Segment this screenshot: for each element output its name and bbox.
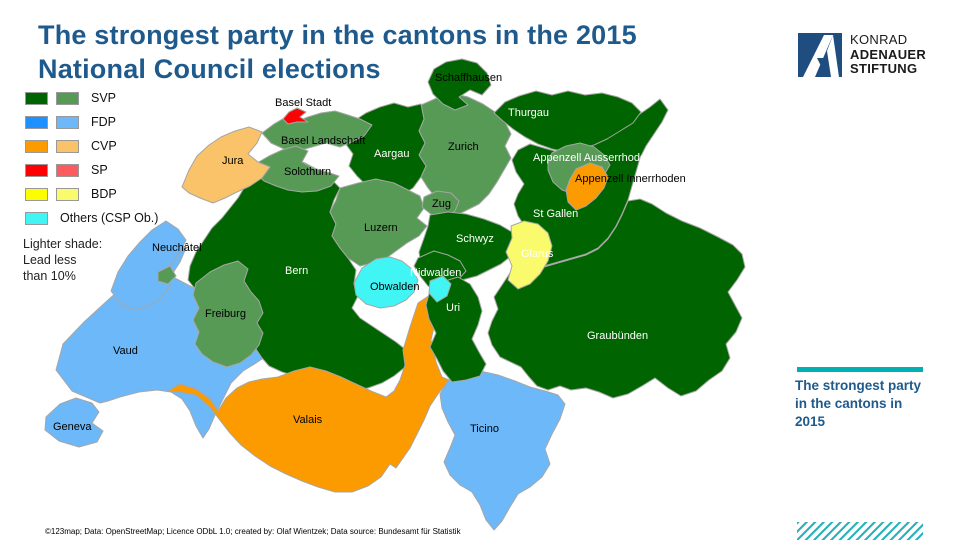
canton-label-geneva: Geneva — [53, 421, 92, 433]
legend-swatch-light — [56, 115, 79, 129]
legend-note-line2: Lead less — [23, 253, 77, 267]
party-legend: SVP FDP CVP SP BDP Others (CSP Ob.) — [25, 91, 158, 235]
legend-swatch-dark — [25, 211, 48, 225]
canton-label-thurgau: Thurgau — [508, 107, 549, 119]
canton-basel_stadt — [282, 107, 309, 125]
canton-label-nidwalden: Nidwalden — [410, 267, 461, 279]
canton-ticino — [439, 370, 566, 531]
canton-glarus — [505, 220, 553, 290]
canton-label-aargau: Aargau — [374, 148, 409, 160]
kas-logo: KONRAD ADENAUER STIFTUNG — [798, 32, 927, 77]
canton-label-graubunden: Graubünden — [587, 330, 648, 342]
canton-label-ticino: Ticino — [470, 423, 499, 435]
legend-row-3: SP — [25, 163, 158, 177]
canton-label-bern: Bern — [285, 265, 308, 277]
legend-label: SP — [91, 163, 108, 177]
legend-row-0: SVP — [25, 91, 158, 105]
legend-label: CVP — [91, 139, 117, 153]
canton-label-zurich: Zurich — [448, 141, 479, 153]
canton-obwalden — [353, 256, 419, 309]
canton-graubunden — [487, 198, 746, 399]
legend-label: SVP — [91, 91, 117, 105]
legend-swatch-dark — [25, 163, 48, 177]
legend-label: Others (CSP Ob.) — [60, 211, 159, 225]
legend-swatch-light — [56, 163, 79, 177]
canton-label-basel_stadt: Basel Stadt — [275, 97, 331, 109]
legend-row-2: CVP — [25, 139, 158, 153]
canton-label-solothurn: Solothurn — [284, 166, 331, 178]
legend-note: Lighter shade: Lead less than 10% — [23, 236, 102, 284]
canton-thurgau — [493, 90, 642, 153]
canton-label-jura: Jura — [222, 155, 244, 167]
legend-swatch-dark — [25, 187, 48, 201]
canton-label-zug: Zug — [432, 198, 451, 210]
canton-label-valais: Valais — [293, 414, 323, 426]
canton-label-uri: Uri — [446, 302, 460, 314]
kas-logo-text: KONRAD ADENAUER STIFTUNG — [850, 32, 927, 77]
canton-label-freiburg: Freiburg — [205, 308, 246, 320]
legend-swatch-dark — [25, 115, 48, 129]
canton-solothurn — [253, 145, 340, 193]
logo-line-konrad: KONRAD — [850, 32, 908, 47]
legend-label: BDP — [91, 187, 117, 201]
legend-note-line3: than 10% — [23, 269, 76, 283]
canton-label-neuchatel: Neuchâtel — [152, 242, 202, 254]
legend-swatch-light — [56, 187, 79, 201]
kas-logo-mark-icon — [798, 33, 842, 77]
canton-schaffhausen — [427, 58, 492, 111]
sidebar-accent-bar — [797, 367, 923, 372]
canton-geneva — [44, 397, 104, 448]
legend-swatch-dark — [25, 91, 48, 105]
sidebar-hatch-decoration — [797, 522, 923, 540]
legend-note-line1: Lighter shade: — [23, 237, 103, 251]
canton-appenzell_ai — [565, 162, 609, 211]
page-title: The strongest party in the cantons in th… — [38, 18, 637, 86]
canton-label-schwyz: Schwyz — [456, 233, 494, 245]
canton-neuchatel — [110, 220, 187, 311]
logo-line-stiftung: STIFTUNG — [850, 61, 918, 76]
canton-label-vaud: Vaud — [113, 345, 138, 357]
page-title-line1: The strongest party in the cantons in th… — [38, 20, 637, 50]
legend-label: FDP — [91, 115, 116, 129]
legend-swatch-dark — [25, 139, 48, 153]
canton-jura — [181, 126, 271, 204]
canton-luzern — [329, 178, 428, 267]
canton-label-appenzell_ai: Appenzell Innerrhoden — [575, 173, 686, 185]
canton-label-appenzell_ar: Appenzell Ausserrhoden — [533, 152, 652, 164]
legend-row-1: FDP — [25, 115, 158, 129]
canton-label-schaffhausen: Schaffhausen — [435, 72, 502, 84]
logo-line-adenauer: ADENAUER — [850, 46, 927, 62]
canton-zug — [421, 190, 460, 218]
canton-label-basel_landschaft: Basel Landschaft — [281, 135, 365, 147]
legend-swatch-light — [56, 139, 79, 153]
canton-valais — [167, 294, 450, 493]
legend-row-4: BDP — [25, 187, 158, 201]
canton-freiburg — [157, 265, 177, 285]
sidebar-heading: The strongest party in the cantons in 20… — [795, 378, 922, 429]
canton-label-luzern: Luzern — [364, 222, 398, 234]
legend-swatch-light — [56, 91, 79, 105]
canton-label-glarus: Glarus — [521, 248, 554, 260]
canton-freiburg — [192, 260, 264, 368]
page-title-line2: National Council elections — [38, 54, 381, 84]
canton-label-obwalden: Obwalden — [370, 281, 420, 293]
canton-obwalden — [428, 275, 452, 303]
map-attribution: ©123map; Data: OpenStreetMap; Licence OD… — [45, 527, 461, 536]
canton-uri — [425, 276, 487, 383]
canton-label-st_gallen: St Gallen — [533, 208, 578, 220]
legend-row-5: Others (CSP Ob.) — [25, 211, 158, 225]
